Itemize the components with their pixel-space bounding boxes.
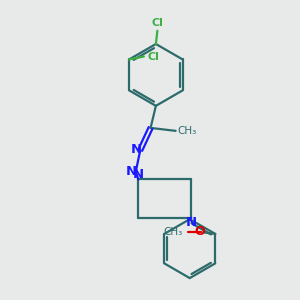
Text: CH₃: CH₃ <box>164 227 183 237</box>
Text: N: N <box>132 168 143 181</box>
Text: N: N <box>186 216 197 229</box>
Text: CH₃: CH₃ <box>177 126 196 136</box>
Text: N: N <box>126 165 137 178</box>
Text: Cl: Cl <box>147 52 159 61</box>
Text: N: N <box>131 143 142 156</box>
Text: O: O <box>194 225 205 239</box>
Text: Cl: Cl <box>152 18 163 28</box>
